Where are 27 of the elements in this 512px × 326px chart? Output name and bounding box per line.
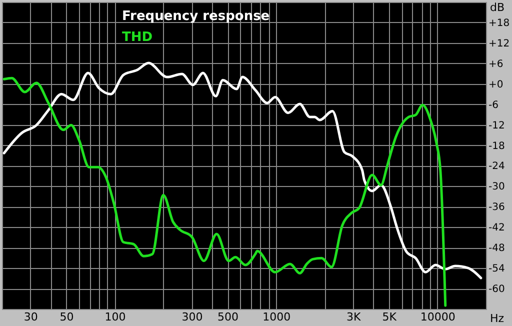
y-tick-label: +12 (488, 38, 510, 50)
y-axis-title: dB (490, 1, 505, 14)
y-tick-label: +18 (488, 18, 510, 29)
x-axis-title: Hz (490, 312, 504, 325)
text: Frequency response (122, 9, 270, 24)
y-tick-label: -54 (488, 264, 505, 275)
y-tick-label: -30 (488, 182, 505, 193)
text: THD (122, 30, 153, 45)
x-tick-label: 5K (382, 310, 398, 324)
y-tick-label: +0 (488, 79, 504, 90)
x-tick-label: 10000 (420, 310, 456, 324)
y-tick-label: -48 (488, 243, 505, 254)
y-tick-label: -24 (488, 161, 505, 172)
x-tick-label: 300 (182, 310, 203, 324)
x-tick-label: 30 (24, 310, 38, 324)
x-tick-label: 500 (218, 310, 239, 324)
y-tick-label: -12 (488, 120, 505, 132)
x-tick-label: 100 (104, 310, 126, 324)
y-tick-label: -42 (488, 222, 505, 234)
y-tick-label: -18 (488, 140, 505, 152)
y-tick-label: +6 (488, 58, 504, 70)
x-tick-label: 1000 (262, 310, 291, 324)
x-tick-label: 3K (346, 310, 362, 324)
x-tick-label: 50 (60, 310, 74, 324)
y-tick-label: -36 (488, 202, 505, 214)
y-tick-label: -6 (488, 100, 498, 111)
y-tick-label: -60 (488, 284, 505, 296)
